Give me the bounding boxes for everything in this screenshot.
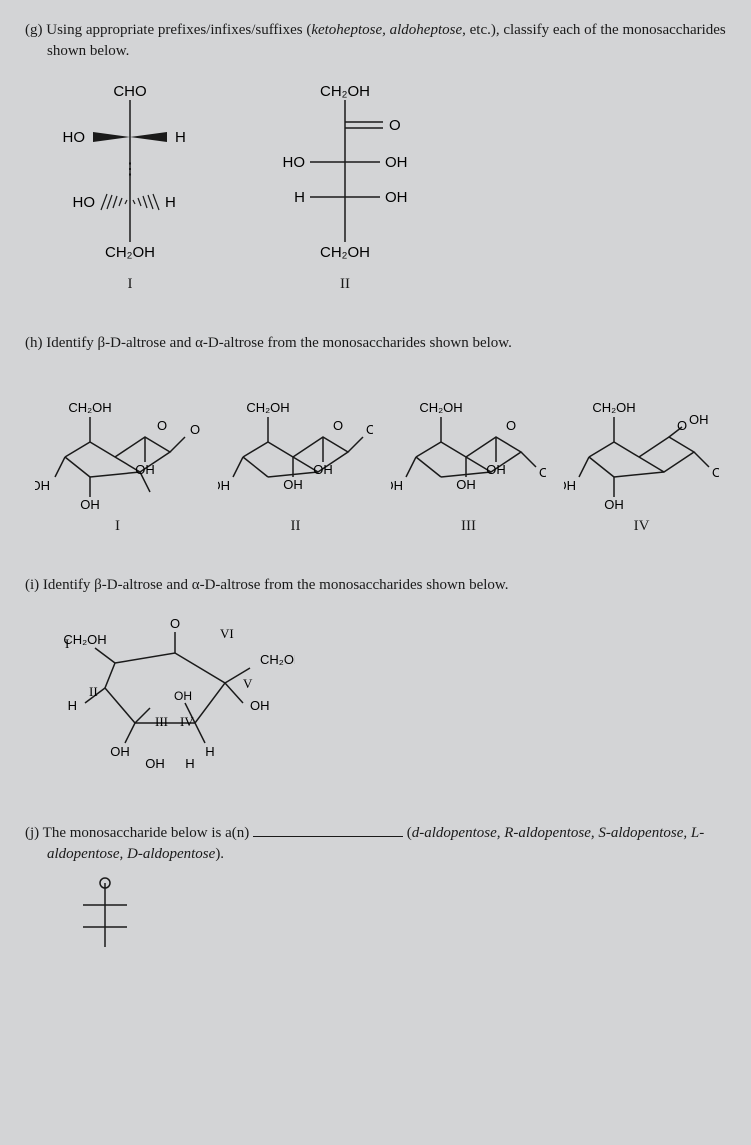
svg-text:HO: HO <box>73 194 96 211</box>
hexose-2: CH₂OH O OH OH OH OH II <box>218 372 373 535</box>
question-h-prompt: (h) Identify β-D-altrose and α-D-altrose… <box>25 333 726 354</box>
svg-text:O: O <box>170 616 180 631</box>
question-g-prompt: (g) Using appropriate prefixes/infixes/s… <box>25 20 726 62</box>
hexose-1-label: I <box>35 518 200 535</box>
svg-text:OH: OH <box>539 465 546 480</box>
answer-blank[interactable] <box>253 836 403 837</box>
svg-text:V: V <box>243 676 253 691</box>
svg-text:OH: OH <box>604 497 624 512</box>
question-g: (g) Using appropriate prefixes/infixes/s… <box>25 20 726 293</box>
h-figures: CH₂OH O OH OH OH OH I <box>35 372 726 535</box>
question-h: (h) Identify β-D-altrose and α-D-altrose… <box>25 333 726 535</box>
item-letter-g: (g) <box>25 22 43 38</box>
svg-text:H: H <box>185 756 194 771</box>
fischer-2-svg: CH₂OH O HO OH H OH CH₂OH <box>265 82 425 272</box>
svg-text:CH₂OH: CH₂OH <box>260 652 295 667</box>
j-structure <box>65 875 726 960</box>
svg-text:OH: OH <box>135 462 155 477</box>
g-figures: CHO HO H ⋮ HO H CH₂OH I <box>55 82 726 293</box>
item-letter-h: (h) <box>25 335 43 351</box>
svg-text:OH: OH <box>218 478 230 493</box>
fischer-struct-1: CHO HO H ⋮ HO H CH₂OH I <box>55 82 205 293</box>
question-i-prompt: (i) Identify β-D-altrose and α-D-altrose… <box>25 575 726 596</box>
svg-text:OH: OH <box>250 698 270 713</box>
svg-text:OH: OH <box>190 422 200 437</box>
svg-text:OH: OH <box>689 412 709 427</box>
haworth-figure: O CH₂OH CH₂OH OH H OH H OH OH H I VI II … <box>55 608 726 783</box>
svg-text:OH: OH <box>80 497 100 512</box>
j-text-3: ). <box>215 846 224 862</box>
svg-text:OH: OH <box>385 154 408 171</box>
svg-text:⋮: ⋮ <box>122 161 138 178</box>
svg-text:OH: OH <box>366 422 373 437</box>
svg-text:II: II <box>89 684 98 699</box>
svg-text:H: H <box>165 194 176 211</box>
svg-text:VI: VI <box>220 626 234 641</box>
svg-text:OH: OH <box>110 744 130 759</box>
svg-text:CH₂OH: CH₂OH <box>246 400 289 415</box>
svg-text:OH: OH <box>174 689 192 703</box>
hexose-2-label: II <box>218 518 373 535</box>
question-j-prompt: (j) The monosaccharide below is a(n) (d-… <box>25 823 726 865</box>
svg-text:OH: OH <box>564 478 576 493</box>
svg-text:OH: OH <box>456 477 476 492</box>
g-italic-1: ketoheptose, aldoheptose <box>311 22 462 38</box>
svg-text:OH: OH <box>313 462 333 477</box>
fischer-struct-2: CH₂OH O HO OH H OH CH₂OH II <box>265 82 425 293</box>
hexose-4: CH₂OH O OH OH OH OH IV <box>564 372 719 535</box>
svg-text:CH₂OH: CH₂OH <box>419 400 462 415</box>
svg-text:O: O <box>677 418 687 433</box>
svg-text:O: O <box>157 418 167 433</box>
svg-text:OH: OH <box>283 477 303 492</box>
svg-text:CH₂OH: CH₂OH <box>105 244 155 261</box>
svg-text:III: III <box>155 714 168 729</box>
svg-text:CH₂OH: CH₂OH <box>68 400 111 415</box>
svg-text:O: O <box>389 117 401 134</box>
question-i: (i) Identify β-D-altrose and α-D-altrose… <box>25 575 726 783</box>
svg-text:I: I <box>65 636 69 651</box>
svg-text:OH: OH <box>385 189 408 206</box>
svg-text:H: H <box>205 744 214 759</box>
fischer-1-label: I <box>55 276 205 293</box>
svg-text:OH: OH <box>712 465 719 480</box>
hexose-4-label: IV <box>564 518 719 535</box>
j-text-1: The monosaccharide below is a(n) <box>43 825 250 841</box>
g-text-1: Using appropriate prefixes/infixes/suffi… <box>46 22 311 38</box>
svg-text:HO: HO <box>63 129 86 146</box>
item-letter-i: (i) <box>25 577 39 593</box>
svg-text:O: O <box>506 418 516 433</box>
svg-text:H: H <box>294 189 305 206</box>
svg-text:H: H <box>68 698 77 713</box>
svg-text:IV: IV <box>180 714 194 729</box>
question-j: (j) The monosaccharide below is a(n) (d-… <box>25 823 726 960</box>
svg-text:HO: HO <box>283 154 306 171</box>
h-text: Identify β-D-altrose and α-D-altrose fro… <box>46 335 512 351</box>
fischer-2-label: II <box>265 276 425 293</box>
hexose-3: CH₂OH O OH OH OH OH III <box>391 372 546 535</box>
svg-text:OH: OH <box>35 478 50 493</box>
hexose-3-label: III <box>391 518 546 535</box>
svg-text:CH₂OH: CH₂OH <box>320 83 370 100</box>
svg-text:CH₂OH: CH₂OH <box>592 400 635 415</box>
svg-text:O: O <box>333 418 343 433</box>
svg-text:CHO: CHO <box>113 83 146 100</box>
svg-text:OH: OH <box>145 756 165 771</box>
svg-text:OH: OH <box>391 478 403 493</box>
svg-text:CH₂OH: CH₂OH <box>320 244 370 261</box>
svg-text:CH₂OH: CH₂OH <box>63 632 106 647</box>
fischer-1-svg: CHO HO H ⋮ HO H CH₂OH <box>55 82 205 272</box>
item-letter-j: (j) <box>25 825 39 841</box>
hexose-1: CH₂OH O OH OH OH OH I <box>35 372 200 535</box>
svg-text:OH: OH <box>486 462 506 477</box>
svg-text:H: H <box>175 129 186 146</box>
i-text: Identify β-D-altrose and α-D-altrose fro… <box>43 577 509 593</box>
